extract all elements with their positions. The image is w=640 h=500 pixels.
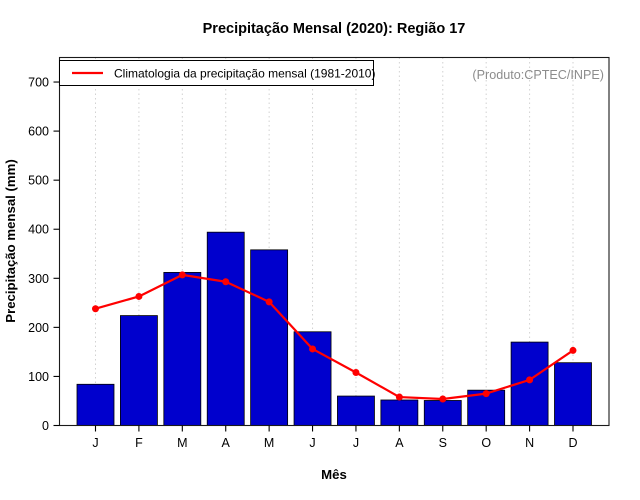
- climatology-point-8: [395, 393, 403, 401]
- bar-M-5: [250, 249, 289, 426]
- climatology-point-10: [482, 390, 490, 398]
- plot-frame: [58, 56, 610, 427]
- x-tick-label-10: O: [481, 436, 491, 450]
- bar-M-3: [163, 272, 202, 426]
- y-tick-label-200: 200: [28, 321, 49, 335]
- climatology-point-1: [92, 305, 99, 313]
- climatology-point-6: [309, 345, 317, 353]
- x-tick-label-5: M: [264, 436, 274, 450]
- bar-J-7: [337, 395, 375, 426]
- legend-label: Climatologia da precipitação mensal (198…: [114, 67, 375, 81]
- bar-A-4: [206, 231, 245, 426]
- climatology-point-5: [265, 298, 273, 306]
- x-tick-label-11: N: [525, 436, 534, 450]
- climatology-point-11: [526, 376, 534, 384]
- y-tick-label-700: 700: [28, 76, 49, 90]
- x-tick-label-12: D: [568, 436, 577, 450]
- x-tick-label-3: M: [177, 436, 187, 450]
- x-tick-label-6: J: [309, 436, 315, 450]
- y-axis-title: Precipitação mensal (mm): [3, 159, 18, 322]
- y-tick-label-500: 500: [28, 174, 49, 188]
- climatology-point-4: [222, 278, 230, 286]
- x-tick-label-8: A: [395, 436, 404, 450]
- y-tick-label-300: 300: [28, 272, 49, 286]
- bar-J-1: [76, 383, 115, 426]
- legend-box: [59, 60, 374, 86]
- x-tick-label-9: S: [439, 436, 447, 450]
- climatology-line: [94, 273, 575, 401]
- x-tick-label-1: J: [92, 436, 98, 450]
- y-tick-label-400: 400: [28, 223, 49, 237]
- bar-A-8: [380, 399, 419, 426]
- y-tick-label-600: 600: [28, 125, 49, 139]
- climatology-point-9: [439, 395, 447, 403]
- chart-title: Precipitação Mensal (2020): Região 17: [203, 21, 466, 37]
- y-tick-label-0: 0: [42, 419, 49, 433]
- plot-area: 0 100 200 300 400 500 600 700 J F M A M J J A S O N D: [28, 56, 610, 450]
- x-tick-label-7: J: [353, 436, 359, 450]
- bar-D-12: [554, 362, 592, 426]
- source-annotation: (Produto:CPTEC/INPE): [472, 68, 604, 82]
- bar-F-2: [120, 315, 158, 426]
- climatology-point-12: [569, 346, 577, 354]
- x-tick-label-4: A: [222, 436, 231, 450]
- climatology-point-7: [352, 369, 360, 377]
- bar-S-9: [423, 400, 462, 426]
- x-tick-label-2: F: [135, 436, 143, 450]
- y-tick-label-100: 100: [28, 370, 49, 384]
- x-axis-title: Mês: [321, 467, 347, 482]
- legend: Climatologia da precipitação mensal (198…: [59, 60, 375, 86]
- climatology-point-2: [135, 292, 143, 300]
- climatology-point-3: [178, 271, 186, 279]
